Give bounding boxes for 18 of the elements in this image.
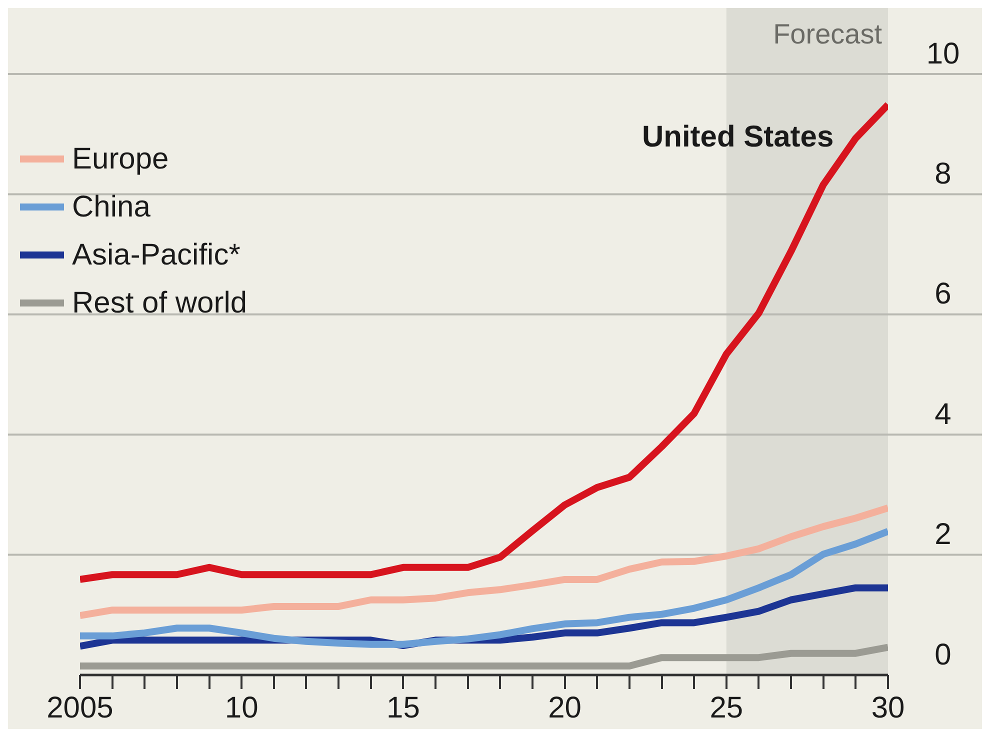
y-tick-label: 8 <box>934 157 952 190</box>
x-tick-label: 25 <box>710 691 744 724</box>
y-tick-label: 0 <box>934 638 952 672</box>
band-label: Forecast <box>773 18 882 50</box>
x-tick-label: 15 <box>386 691 420 724</box>
y-tick-label: 6 <box>934 278 952 311</box>
x-tick-label: 2005 <box>46 691 114 724</box>
y-tick-label: 10 <box>926 37 960 70</box>
x-tick-label: 30 <box>871 691 905 724</box>
x-tick-label: 10 <box>224 691 258 724</box>
y-tick-label: 4 <box>934 398 952 431</box>
legend-label: Europe <box>72 142 169 176</box>
legend-label: Asia-Pacific* <box>72 238 241 272</box>
y-tick-label: 2 <box>934 518 952 552</box>
series-label: United States <box>642 120 834 154</box>
x-tick-label: 20 <box>548 691 582 724</box>
legend-label: China <box>72 190 151 224</box>
legend-label: Rest of world <box>72 286 248 320</box>
